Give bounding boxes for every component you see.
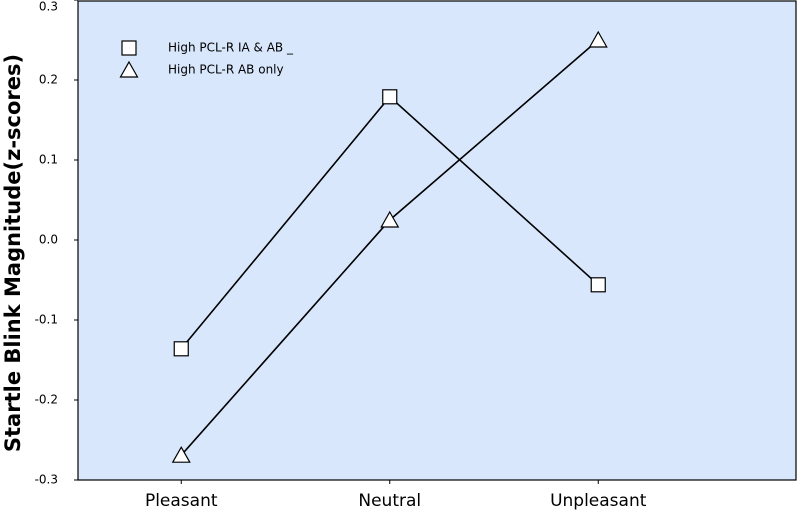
plot-area: [77, 0, 797, 481]
y-axis-title: Startle Blink Magnitude(z-scores): [1, 54, 25, 452]
marker-triangle: [171, 445, 191, 463]
legend-marker: [121, 40, 137, 56]
y-tick-label: -0.3: [35, 473, 58, 487]
y-tick-label: -0.2: [35, 393, 58, 407]
x-tick-label: Pleasant: [145, 491, 218, 511]
y-tick-label: 0.2: [39, 73, 58, 87]
y-tick-label: 0.1: [39, 153, 58, 167]
marker-square: [590, 277, 606, 293]
legend-label: High PCL-R IA & AB _: [168, 41, 294, 55]
x-tick-label: Unpleasant: [550, 491, 647, 511]
marker-triangle: [588, 30, 608, 48]
y-tick-label: -0.1: [35, 313, 58, 327]
y-tick-label: 0.3: [39, 0, 58, 14]
x-tick-label: Neutral: [358, 491, 421, 511]
marker-triangle: [380, 210, 400, 228]
marker-square: [382, 89, 398, 105]
legend-label: High PCL-R AB only: [168, 63, 284, 77]
marker-square: [173, 341, 189, 357]
y-tick-label: 0.0: [39, 233, 58, 247]
legend-marker: [119, 60, 139, 78]
